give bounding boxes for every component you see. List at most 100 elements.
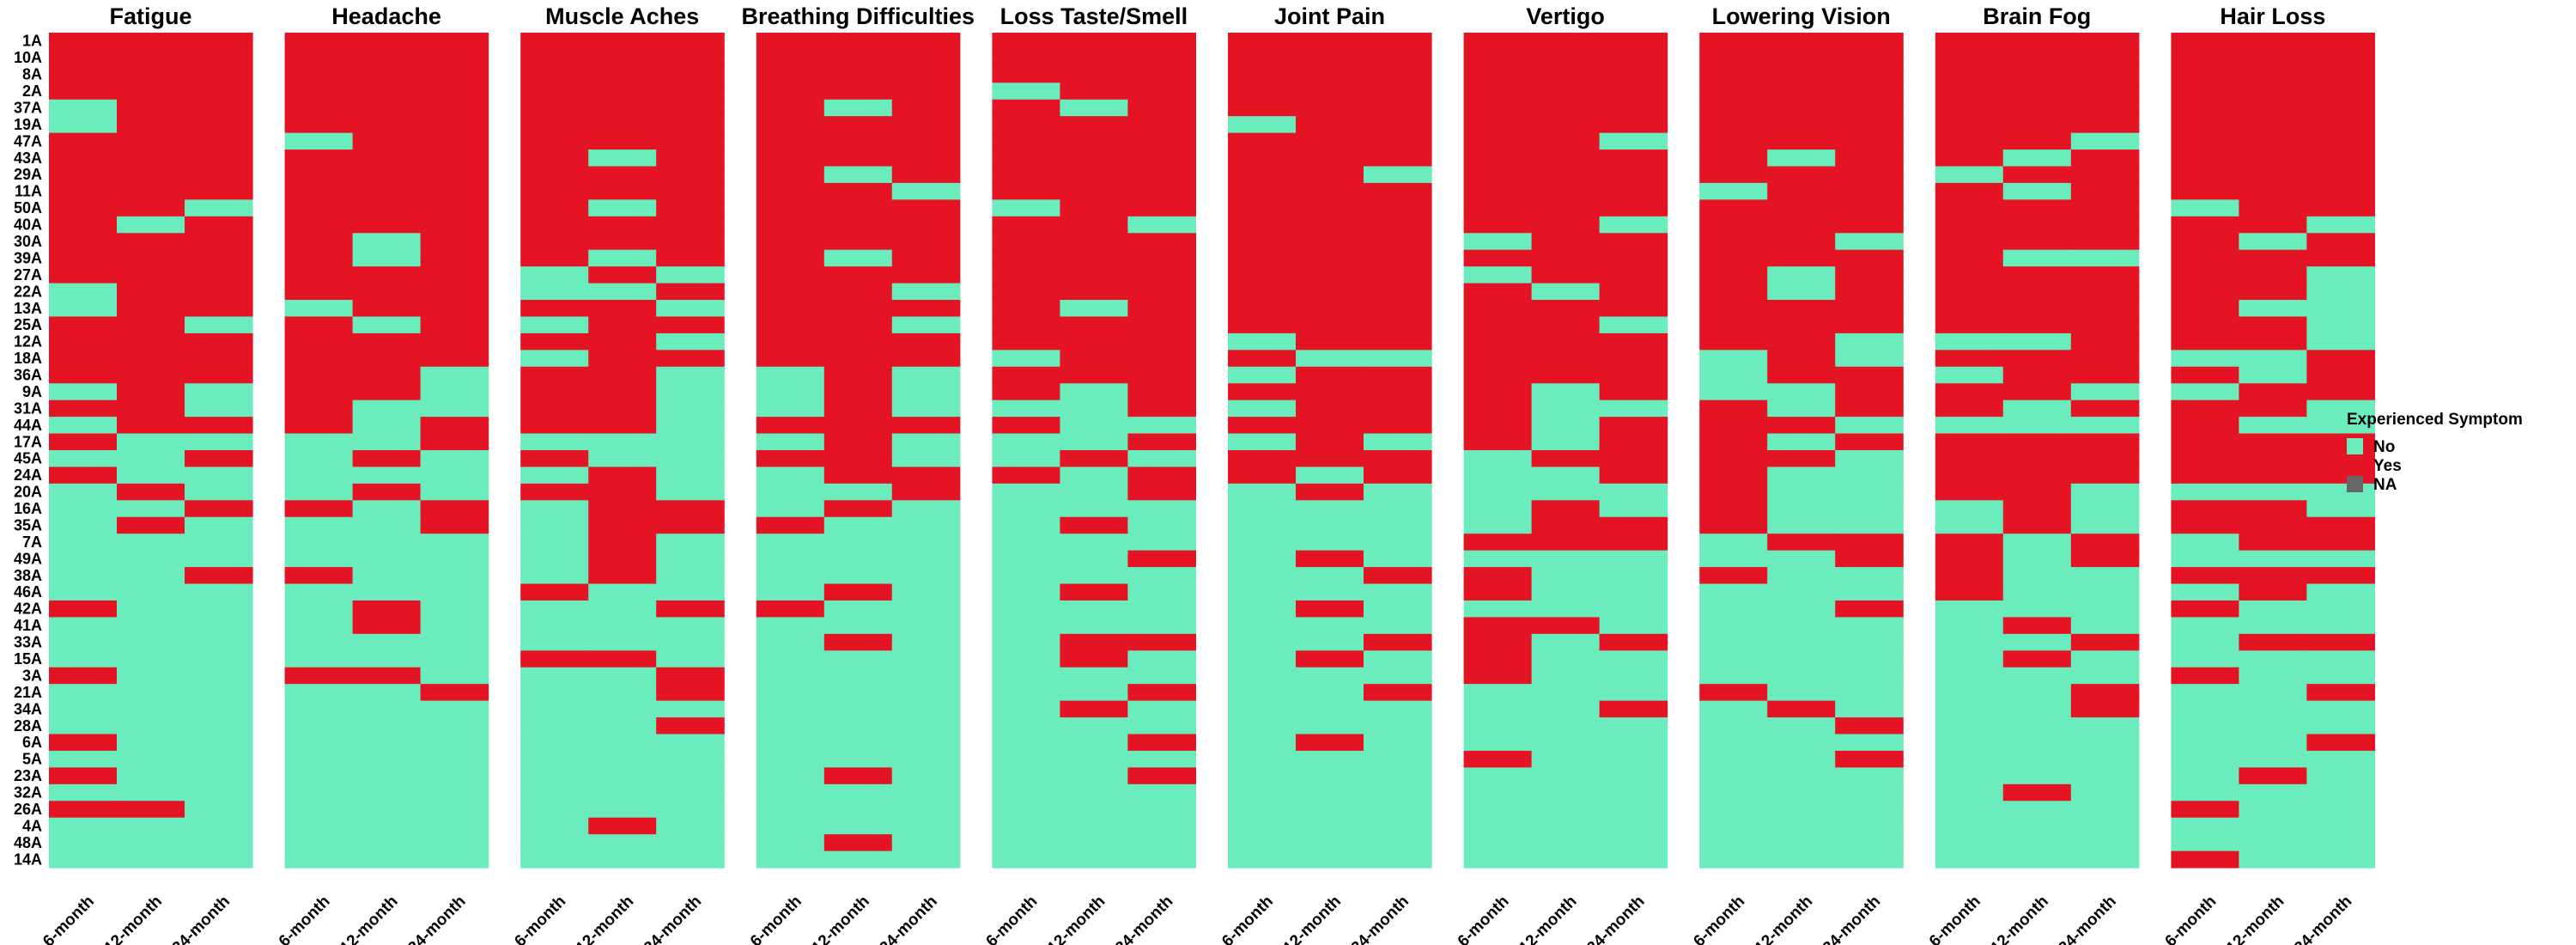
cell-brain-fog-17a-24-month (2070, 433, 2140, 451)
cell-brain-fog-34a-24-month (2070, 700, 2140, 718)
cell-brain-fog-34a-6-month (1935, 700, 2004, 718)
cell-vertigo-19a-6-month (1463, 116, 1533, 134)
cell-headache-1a-24-month (420, 33, 489, 51)
cell-breathing-difficulties-41a-24-month (891, 617, 961, 635)
cell-brain-fog-1a-24-month (2070, 33, 2140, 51)
cell-lowering-vision-24a-6-month (1699, 466, 1768, 485)
cell-vertigo-26a-12-month (1531, 801, 1601, 819)
cell-muscle-aches-6a-12-month (588, 734, 657, 752)
cell-joint-pain-40a-12-month (1296, 216, 1364, 234)
cell-fatigue-23a-6-month (49, 767, 118, 785)
cell-fatigue-46a-6-month (49, 583, 118, 601)
cell-brain-fog-35a-6-month (1935, 516, 2004, 534)
cell-headache-20a-6-month (284, 483, 354, 501)
cell-breathing-difficulties-31a-12-month (823, 399, 893, 418)
cell-fatigue-36a-12-month (117, 366, 185, 384)
cell-headache-12a-12-month (352, 332, 422, 351)
cell-muscle-aches-25a-6-month (520, 316, 589, 334)
cell-loss-taste-smell-41a-12-month (1060, 617, 1128, 635)
cell-hair-loss-42a-6-month (2171, 600, 2239, 618)
cell-loss-taste-smell-2a-6-month (992, 82, 1060, 101)
cell-headache-4a-12-month (352, 817, 422, 835)
cell-muscle-aches-12a-12-month (588, 332, 657, 351)
cell-joint-pain-9a-24-month (1364, 383, 1432, 401)
cell-fatigue-4a-24-month (185, 817, 253, 835)
cell-lowering-vision-3a-24-month (1835, 667, 1904, 685)
cell-hair-loss-11a-12-month (2239, 182, 2307, 200)
cell-muscle-aches-44a-12-month (588, 417, 657, 435)
cell-muscle-aches-26a-12-month (588, 801, 657, 819)
cell-vertigo-15a-12-month (1531, 650, 1601, 668)
row-label-43a: 43A (14, 149, 42, 167)
cell-hair-loss-29a-24-month (2306, 166, 2375, 184)
cell-joint-pain-24a-12-month (1296, 466, 1364, 485)
cell-joint-pain-43a-6-month (1228, 149, 1297, 168)
cell-lowering-vision-11a-12-month (1767, 182, 1836, 200)
cell-headache-5a-6-month (284, 750, 354, 768)
cell-headache-41a-24-month (420, 617, 489, 635)
cell-brain-fog-48a-24-month (2070, 834, 2140, 852)
cell-breathing-difficulties-1a-6-month (756, 33, 825, 51)
cell-muscle-aches-19a-24-month (656, 116, 725, 134)
cell-joint-pain-45a-6-month (1228, 450, 1297, 468)
row-label-1a: 1A (22, 33, 42, 50)
cell-fatigue-1a-24-month (185, 33, 253, 51)
cell-loss-taste-smell-20a-12-month (1060, 483, 1128, 501)
cell-vertigo-35a-12-month (1531, 516, 1601, 534)
row-label-5a: 5A (22, 751, 42, 768)
cell-hair-loss-28a-24-month (2306, 717, 2375, 735)
cell-vertigo-30a-6-month (1463, 233, 1533, 251)
cell-brain-fog-42a-12-month (2002, 600, 2072, 618)
cell-brain-fog-9a-12-month (2002, 383, 2072, 401)
cell-muscle-aches-15a-12-month (588, 650, 657, 668)
cell-muscle-aches-20a-24-month (656, 483, 725, 501)
cell-headache-9a-24-month (420, 383, 489, 401)
cell-lowering-vision-42a-6-month (1699, 600, 1768, 618)
cell-headache-41a-6-month (284, 617, 354, 635)
cell-muscle-aches-17a-12-month (588, 433, 657, 451)
cell-hair-loss-49a-24-month (2306, 550, 2375, 568)
cell-hair-loss-20a-6-month (2171, 483, 2239, 501)
cell-loss-taste-smell-2a-24-month (1127, 82, 1196, 101)
cell-joint-pain-5a-24-month (1364, 750, 1432, 768)
cell-vertigo-8a-6-month (1463, 65, 1533, 83)
cell-brain-fog-26a-12-month (2002, 801, 2072, 819)
cell-brain-fog-35a-12-month (2002, 516, 2072, 534)
cell-headache-16a-24-month (420, 500, 489, 518)
cell-fatigue-48a-12-month (117, 834, 185, 852)
cell-vertigo-47a-24-month (1599, 132, 1668, 150)
cell-muscle-aches-16a-24-month (656, 500, 725, 518)
cell-breathing-difficulties-37a-24-month (891, 99, 961, 117)
cell-breathing-difficulties-45a-24-month (891, 450, 961, 468)
cell-loss-taste-smell-50a-6-month (992, 199, 1060, 217)
row-label-13a: 13A (14, 300, 42, 317)
cell-loss-taste-smell-47a-12-month (1060, 132, 1128, 150)
cell-joint-pain-36a-12-month (1296, 366, 1364, 384)
cell-lowering-vision-43a-12-month (1767, 149, 1836, 168)
cell-loss-taste-smell-12a-6-month (992, 332, 1060, 351)
cell-joint-pain-25a-24-month (1364, 316, 1432, 334)
cell-muscle-aches-21a-12-month (588, 684, 657, 702)
cell-breathing-difficulties-48a-12-month (823, 834, 893, 852)
cell-vertigo-20a-6-month (1463, 483, 1533, 501)
cell-joint-pain-43a-24-month (1364, 149, 1432, 168)
cell-vertigo-37a-6-month (1463, 99, 1533, 117)
cell-brain-fog-18a-12-month (2002, 350, 2072, 368)
cell-loss-taste-smell-49a-6-month (992, 550, 1060, 568)
legend-swatch-yes (2347, 457, 2363, 473)
cell-loss-taste-smell-28a-24-month (1127, 717, 1196, 735)
cell-joint-pain-15a-6-month (1228, 650, 1297, 668)
cell-joint-pain-3a-24-month (1364, 667, 1432, 685)
cell-lowering-vision-30a-24-month (1835, 233, 1904, 251)
cell-brain-fog-15a-24-month (2070, 650, 2140, 668)
cell-breathing-difficulties-28a-24-month (891, 717, 961, 735)
cell-fatigue-44a-6-month (49, 417, 118, 435)
cell-vertigo-1a-24-month (1599, 33, 1668, 51)
cell-headache-47a-6-month (284, 132, 354, 150)
cell-fatigue-26a-12-month (117, 801, 185, 819)
cell-hair-loss-4a-24-month (2306, 817, 2375, 835)
cell-muscle-aches-2a-12-month (588, 82, 657, 101)
cell-hair-loss-1a-6-month (2171, 33, 2239, 51)
